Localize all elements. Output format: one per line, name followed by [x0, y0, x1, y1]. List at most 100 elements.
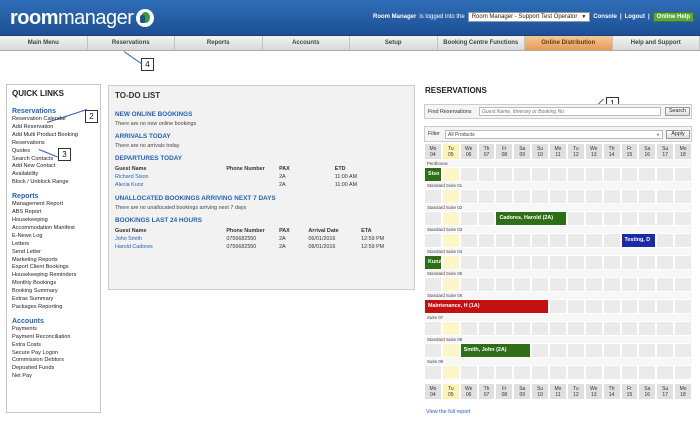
calendar-cell[interactable]	[602, 277, 621, 292]
nav-item-help-and-support[interactable]: Help and Support	[613, 36, 700, 50]
calendar-cell[interactable]	[674, 211, 692, 226]
calendar-cell[interactable]	[584, 343, 603, 358]
quick-links-heading-accounts[interactable]: Accounts	[12, 317, 44, 325]
calendar-cell[interactable]	[620, 299, 639, 314]
logout-link[interactable]: Logout	[624, 14, 645, 20]
quick-link-item[interactable]: Deposited Funds	[12, 365, 55, 372]
calendar-cell[interactable]	[441, 211, 460, 226]
calendar-cell[interactable]	[549, 365, 567, 380]
calendar-cell[interactable]	[441, 189, 460, 204]
calendar-cell[interactable]	[674, 343, 692, 358]
calendar-cell[interactable]	[638, 365, 657, 380]
calendar-cell[interactable]	[602, 233, 621, 248]
quick-links-heading-reservations[interactable]: Reservations	[12, 108, 56, 115]
calendar-cell[interactable]	[477, 277, 496, 292]
calendar-cell[interactable]	[549, 255, 567, 270]
quick-link-item[interactable]: Add Reservation	[12, 123, 54, 130]
calendar-cell[interactable]	[584, 167, 603, 182]
calendar-cell[interactable]	[656, 233, 675, 248]
calendar-cell[interactable]	[513, 233, 532, 248]
calendar-cell[interactable]	[584, 233, 603, 248]
calendar-cell[interactable]	[602, 299, 621, 314]
calendar-cell[interactable]	[495, 189, 514, 204]
calendar-cell[interactable]	[656, 255, 675, 270]
guest-name-link[interactable]: Alecia Kunz	[115, 182, 144, 188]
calendar-cell[interactable]	[638, 343, 657, 358]
calendar-cell[interactable]	[531, 365, 550, 380]
quick-link-item[interactable]: E-News Log	[12, 232, 43, 239]
booking-block[interactable]: Testing, D	[621, 234, 656, 247]
calendar-cell[interactable]	[620, 167, 639, 182]
calendar-cell[interactable]	[549, 189, 567, 204]
calendar-cell[interactable]	[441, 255, 460, 270]
online-help-button[interactable]: Online Help	[652, 12, 694, 22]
account-select[interactable]: Room Manager - Support Test Operator ▼	[467, 12, 591, 22]
calendar-cell[interactable]	[674, 167, 692, 182]
calendar-cell[interactable]	[495, 321, 514, 336]
calendar-cell[interactable]	[656, 211, 675, 226]
find-reservations-input[interactable]	[479, 107, 661, 116]
calendar-cell[interactable]	[495, 277, 514, 292]
calendar-cell[interactable]	[513, 321, 532, 336]
calendar-cell[interactable]	[656, 277, 675, 292]
calendar-cell[interactable]	[531, 167, 550, 182]
calendar-cell[interactable]	[638, 167, 657, 182]
quick-links-heading-reports[interactable]: Reports	[12, 193, 39, 201]
calendar-cell[interactable]	[424, 365, 442, 380]
calendar-cell[interactable]	[549, 277, 567, 292]
calendar-cell[interactable]	[513, 167, 532, 182]
calendar-cell[interactable]	[584, 299, 603, 314]
calendar-cell[interactable]	[566, 255, 585, 270]
room-manager-logo[interactable]: roommanager	[10, 7, 155, 29]
calendar-cell[interactable]	[531, 277, 550, 292]
nav-item-reports[interactable]: Reports	[175, 36, 263, 50]
booking-block[interactable]: Kunz	[425, 256, 441, 269]
calendar-cell[interactable]	[513, 189, 532, 204]
quick-link-item[interactable]: Payments	[12, 325, 37, 332]
calendar-cell[interactable]	[602, 211, 621, 226]
calendar-cell[interactable]	[495, 233, 514, 248]
calendar-cell[interactable]	[459, 255, 478, 270]
calendar-cell[interactable]	[638, 321, 657, 336]
quick-link-item[interactable]: Marketing Reports	[12, 256, 58, 263]
quick-link-item[interactable]: Letters	[12, 240, 30, 247]
calendar-cell[interactable]	[459, 211, 478, 226]
calendar-cell[interactable]	[424, 189, 442, 204]
quick-link-item[interactable]: Commission Debtors	[12, 357, 64, 364]
calendar-cell[interactable]	[656, 299, 675, 314]
calendar-cell[interactable]	[459, 233, 478, 248]
calendar-cell[interactable]	[674, 189, 692, 204]
calendar-cell[interactable]	[602, 189, 621, 204]
calendar-cell[interactable]	[602, 167, 621, 182]
quick-link-item[interactable]: Housekeeping Reminders	[12, 272, 77, 279]
quick-link-item[interactable]: Booking Summary	[12, 288, 58, 295]
calendar-cell[interactable]	[531, 255, 550, 270]
calendar-cell[interactable]	[602, 365, 621, 380]
calendar-cell[interactable]	[566, 343, 585, 358]
calendar-cell[interactable]	[620, 255, 639, 270]
calendar-cell[interactable]	[531, 321, 550, 336]
nav-item-accounts[interactable]: Accounts	[263, 36, 350, 50]
quick-link-item[interactable]: Payment Reconciliation	[12, 333, 71, 340]
calendar-cell[interactable]	[531, 189, 550, 204]
apply-button[interactable]: Apply	[666, 130, 690, 139]
calendar-cell[interactable]	[620, 365, 639, 380]
calendar-cell[interactable]	[549, 299, 567, 314]
calendar-cell[interactable]	[477, 167, 496, 182]
calendar-cell[interactable]	[620, 277, 639, 292]
calendar-cell[interactable]	[674, 277, 692, 292]
calendar-cell[interactable]	[656, 167, 675, 182]
quick-link-item[interactable]: Extra Costs	[12, 341, 41, 348]
calendar-cell[interactable]	[531, 233, 550, 248]
quick-link-item[interactable]: Block / Unblock Range	[12, 179, 69, 186]
calendar-cell[interactable]	[477, 365, 496, 380]
calendar-cell[interactable]	[674, 255, 692, 270]
calendar-cell[interactable]	[477, 255, 496, 270]
calendar-cell[interactable]	[566, 365, 585, 380]
quick-link-item[interactable]: Add New Contact	[12, 163, 56, 170]
quick-link-item[interactable]: Send Letter	[12, 248, 41, 255]
console-link[interactable]: Console	[593, 14, 617, 20]
calendar-cell[interactable]	[459, 167, 478, 182]
quick-link-item[interactable]: Availability	[12, 171, 39, 178]
calendar-cell[interactable]	[584, 365, 603, 380]
